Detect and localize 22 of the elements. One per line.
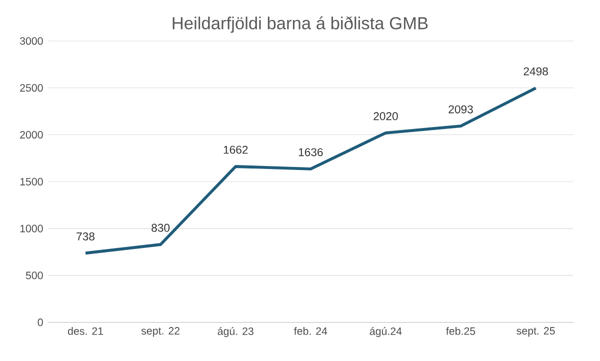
x-tick-label: sept. 25 xyxy=(516,327,555,337)
x-tick-label: ágú. 23 xyxy=(218,327,254,338)
x-tick-label: feb.25 xyxy=(446,327,476,335)
chart-title: Heildarfjöldi barna á biðlista GMB xyxy=(172,16,428,33)
y-tick-label: 500 xyxy=(26,272,43,280)
y-tick-label: 1500 xyxy=(20,178,43,186)
data-label: 738 xyxy=(76,232,94,240)
data-label: 1662 xyxy=(224,146,248,154)
x-tick-label: des. 21 xyxy=(68,327,103,335)
data-label: 2498 xyxy=(524,67,548,76)
data-label: 2020 xyxy=(374,112,398,120)
data-label: 830 xyxy=(152,224,170,232)
x-tick-label: feb. 24 xyxy=(294,327,328,335)
y-tick-label: 2000 xyxy=(20,131,43,139)
data-label: 2093 xyxy=(448,105,473,114)
y-tick-label: 2500 xyxy=(20,84,43,92)
x-tick-label: sept. 22 xyxy=(141,327,180,337)
data-label: 1636 xyxy=(298,148,323,156)
y-tick-label: 3000 xyxy=(20,37,43,45)
y-tick-label: 0 xyxy=(38,318,43,326)
y-tick-label: 1000 xyxy=(20,224,43,232)
x-tick-label: ágú.24 xyxy=(370,327,402,338)
